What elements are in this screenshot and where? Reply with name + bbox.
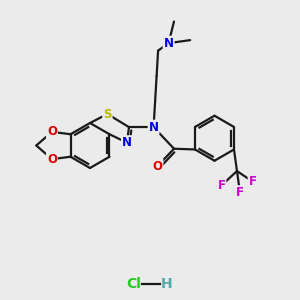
Text: O: O (47, 153, 57, 166)
Text: F: F (218, 179, 225, 192)
Text: O: O (152, 160, 163, 172)
Text: N: N (164, 37, 174, 50)
Text: N: N (122, 136, 132, 149)
Text: N: N (148, 121, 159, 134)
Text: O: O (47, 125, 57, 138)
Text: F: F (236, 186, 244, 199)
Text: S: S (103, 107, 112, 121)
Text: H: H (161, 277, 172, 290)
Text: F: F (249, 175, 256, 188)
Text: Cl: Cl (126, 277, 141, 290)
